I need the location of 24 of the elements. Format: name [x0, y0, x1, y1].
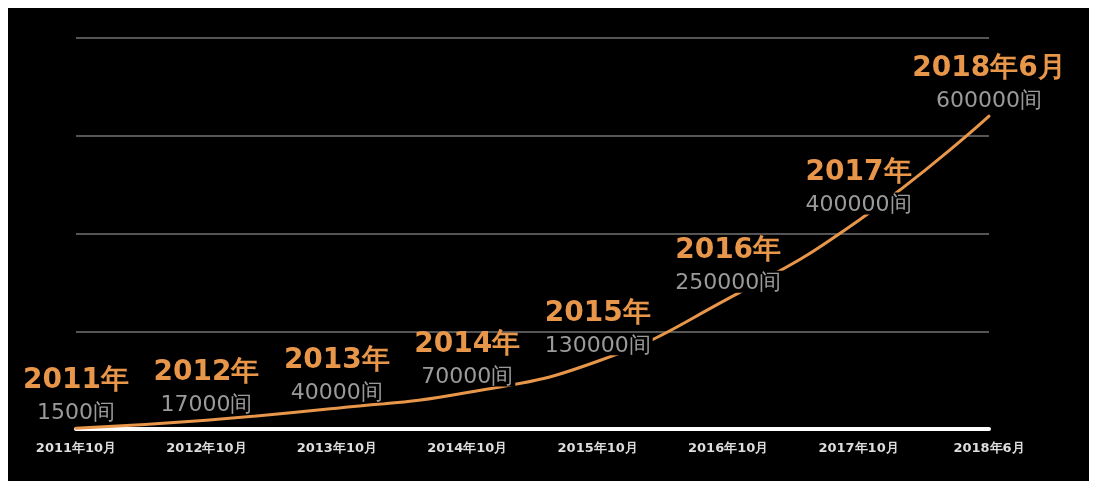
data-label: 600000间	[936, 86, 1042, 112]
x-tick-label: 2011年10月	[35, 440, 117, 455]
data-label: 70000间	[421, 363, 514, 389]
annotation: 2015年	[544, 294, 651, 328]
x-tick-label: 2018年6月	[953, 440, 1025, 455]
annotation: 2012年	[153, 353, 260, 387]
data-label: 17000间	[160, 390, 253, 416]
x-tick-label: 2012年10月	[166, 440, 247, 455]
x-tick-label: 2017年10月	[818, 440, 899, 455]
annotation: 2017年	[805, 153, 912, 187]
annotation: 2011年	[23, 361, 129, 395]
data-label: 1500间	[37, 398, 115, 424]
data-label: 250000间	[675, 269, 782, 295]
x-tick-label: 2016年10月	[688, 440, 769, 455]
x-tick-label: 2013年10月	[296, 440, 377, 455]
x-tick-label: 2015年10月	[557, 440, 638, 455]
data-label: 40000间	[290, 378, 383, 404]
annotation: 2016年	[675, 232, 782, 266]
annotation: 2018年6月	[912, 49, 1066, 83]
x-tick-label: 2014年10月	[427, 440, 508, 455]
annotation: 2014年	[414, 326, 521, 360]
annotation: 2013年	[283, 341, 390, 375]
data-label: 130000间	[544, 331, 651, 357]
data-label: 400000间	[805, 190, 912, 216]
